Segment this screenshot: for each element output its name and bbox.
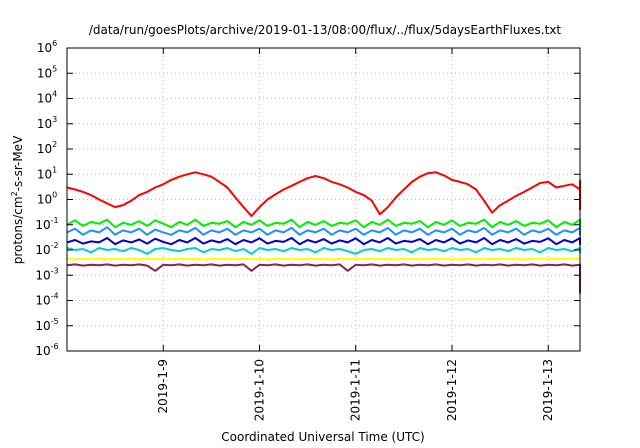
y-axis-label-main: protons/cm <box>11 196 25 264</box>
y-tick-exp: -2 <box>51 241 59 250</box>
y-tick-exp: -5 <box>51 317 59 326</box>
x-axis-label: Coordinated Universal Time (UTC) <box>221 430 424 444</box>
y-tick-exp: -3 <box>51 266 59 275</box>
y-tick-base: 10 <box>37 92 52 106</box>
y-axis: 10-610-510-410-310-210-11001011021031041… <box>35 39 580 358</box>
y-tick-label: 100 <box>37 191 57 207</box>
y-axis-label: protons/cm2-s-sr-MeV <box>10 135 25 264</box>
y-tick-exp: 5 <box>52 64 57 73</box>
y-tick-base: 10 <box>35 268 50 282</box>
y-tick-base: 10 <box>37 193 52 207</box>
y-axis-label-unit: -s-sr-MeV <box>11 135 25 191</box>
x-tick-label: 2019-1-12 <box>445 359 459 421</box>
y-tick-exp: 1 <box>52 165 57 174</box>
grid-lines <box>67 48 580 351</box>
y-tick-label: 106 <box>37 39 57 55</box>
series-line <box>66 218 581 229</box>
y-tick-label: 103 <box>37 115 57 131</box>
series-line <box>66 257 581 261</box>
y-tick-base: 10 <box>35 319 50 333</box>
series-line <box>66 247 581 255</box>
series-line <box>66 226 581 236</box>
y-tick-label: 10-4 <box>35 292 58 308</box>
y-tick-base: 10 <box>35 344 50 358</box>
y-tick-label: 104 <box>37 90 57 106</box>
y-tick-base: 10 <box>37 117 52 131</box>
y-tick-label: 10-1 <box>35 216 58 232</box>
y-tick-base: 10 <box>37 66 52 80</box>
chart-title: /data/run/goesPlots/archive/2019-01-13/0… <box>89 23 562 37</box>
x-tick-label: 2019-1-11 <box>349 359 363 421</box>
series-line <box>66 237 581 246</box>
y-tick-exp: 0 <box>52 191 57 200</box>
y-tick-label: 10-3 <box>35 266 58 282</box>
y-tick-base: 10 <box>35 294 50 308</box>
y-tick-exp: 2 <box>52 140 57 149</box>
y-tick-base: 10 <box>37 142 52 156</box>
y-tick-exp: -1 <box>51 216 59 225</box>
y-tick-exp: 3 <box>52 115 57 124</box>
y-tick-exp: -4 <box>51 292 59 301</box>
y-tick-label: 105 <box>37 64 57 80</box>
y-tick-label: 102 <box>37 140 57 156</box>
x-tick-label: 2019-1-9 <box>156 359 170 413</box>
y-axis-label-sup: 2 <box>10 191 19 196</box>
y-tick-label: 10-6 <box>35 342 58 358</box>
y-tick-label: 10-5 <box>35 317 58 333</box>
y-tick-exp: 6 <box>52 39 57 48</box>
series-line <box>66 263 581 294</box>
y-tick-label: 10-2 <box>35 241 58 257</box>
x-axis: 2019-1-9 2019-1-10 2019-1-11 2019-1-12 2019-… <box>156 48 555 421</box>
y-tick-exp: 4 <box>52 90 57 99</box>
y-tick-base: 10 <box>35 218 50 232</box>
y-tick-base: 10 <box>37 167 52 181</box>
y-tick-exp: -6 <box>51 342 59 351</box>
y-tick-label: 101 <box>37 165 57 181</box>
series-line <box>66 171 581 218</box>
x-tick-label: 2019-1-13 <box>541 359 555 421</box>
y-tick-base: 10 <box>35 243 50 257</box>
y-tick-base: 10 <box>37 41 52 55</box>
x-tick-label: 2019-1-10 <box>252 359 266 421</box>
